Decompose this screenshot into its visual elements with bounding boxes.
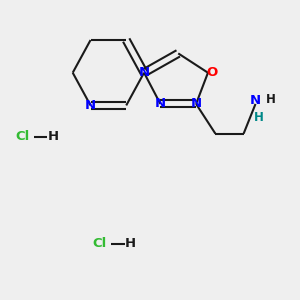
Text: Cl: Cl <box>92 237 106 250</box>
Text: N: N <box>85 99 96 112</box>
Text: H: H <box>48 130 59 143</box>
Text: N: N <box>190 98 202 110</box>
Text: H: H <box>125 237 136 250</box>
Text: H: H <box>254 111 263 124</box>
Text: O: O <box>207 66 218 79</box>
Text: N: N <box>155 98 166 110</box>
Text: N: N <box>250 94 261 107</box>
Text: H: H <box>266 93 275 106</box>
Text: Cl: Cl <box>15 130 29 143</box>
Text: N: N <box>139 66 150 79</box>
